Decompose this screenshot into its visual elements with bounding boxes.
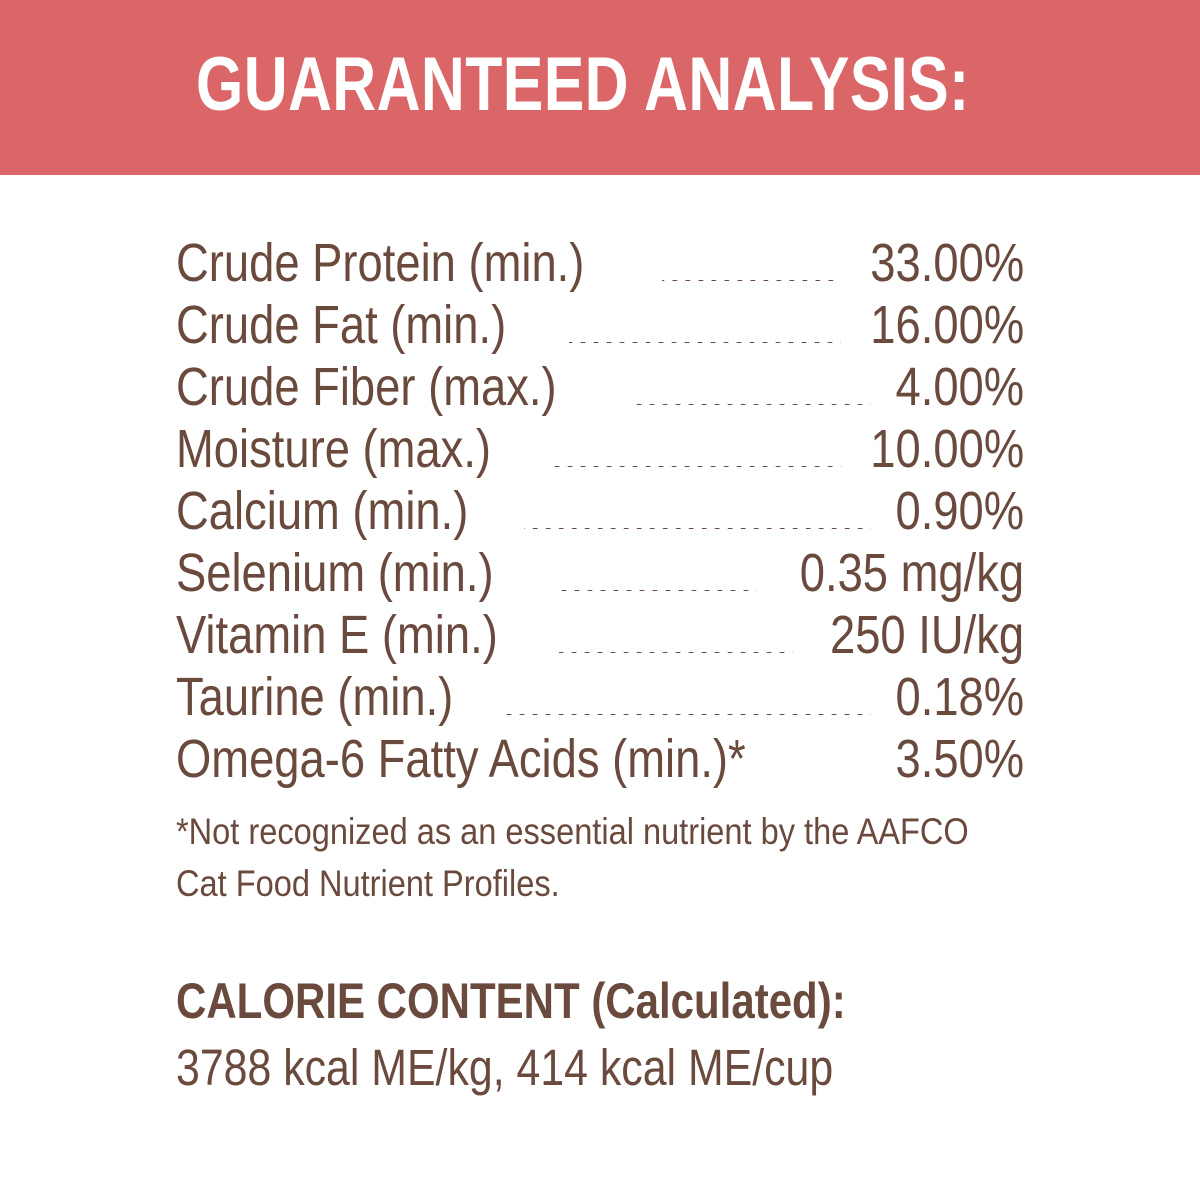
- nutrient-value: 33.00%: [870, 233, 1024, 293]
- footnote: *Not recognized as an essential nutrient…: [176, 806, 1046, 910]
- analysis-row: Taurine (min.) 0.18%: [176, 666, 1024, 728]
- nutrient-label: Taurine (min.): [176, 667, 454, 727]
- guaranteed-analysis-list: Crude Protein (min.) 33.00% Crude Fat (m…: [176, 232, 1024, 790]
- calorie-content-value: 3788 kcal ME/kg, 414 kcal ME/cup: [176, 1039, 834, 1096]
- dot-leader: [569, 342, 841, 343]
- header-band: GUARANTEED ANALYSIS:: [0, 0, 1200, 175]
- nutrient-label: Vitamin E (min.): [176, 605, 498, 665]
- nutrient-value: 0.90%: [895, 481, 1024, 541]
- nutrient-label: Crude Fat (min.): [176, 295, 507, 355]
- page-title: GUARANTEED ANALYSIS:: [196, 42, 970, 127]
- nutrient-label: Crude Fiber (max.): [176, 357, 557, 417]
- analysis-row: Calcium (min.) 0.90%: [176, 480, 1024, 542]
- analysis-row: Omega-6 Fatty Acids (min.)* 3.50%: [176, 728, 1024, 790]
- nutrient-value: 3.50%: [895, 729, 1024, 789]
- nutrient-label: Calcium (min.): [176, 481, 469, 541]
- nutrient-value: 10.00%: [870, 419, 1024, 479]
- dot-leader: [551, 466, 841, 467]
- analysis-row: Moisture (max.) 10.00%: [176, 418, 1024, 480]
- dot-leader: [524, 528, 871, 529]
- analysis-row: Crude Protein (min.) 33.00%: [176, 232, 1024, 294]
- dot-leader: [854, 776, 871, 777]
- nutrient-label: Moisture (max.): [176, 419, 492, 479]
- calorie-content-heading: CALORIE CONTENT (Calculated):: [176, 973, 846, 1029]
- nutrient-value: 250 IU/kg: [829, 605, 1024, 665]
- dot-leader: [559, 652, 793, 653]
- analysis-row: Crude Fat (min.) 16.00%: [176, 294, 1024, 356]
- calorie-content-block: CALORIE CONTENT (Calculated): 3788 kcal …: [176, 972, 1046, 1098]
- nutrient-value: 0.35 mg/kg: [799, 543, 1024, 603]
- dot-leader: [629, 404, 871, 405]
- nutrient-value: 0.18%: [895, 667, 1024, 727]
- dot-leader: [662, 280, 841, 281]
- nutrient-label: Selenium (min.): [176, 543, 494, 603]
- nutrient-value: 4.00%: [895, 357, 1024, 417]
- nutrient-label: Crude Protein (min.): [176, 233, 585, 293]
- nutrient-label: Omega-6 Fatty Acids (min.)*: [176, 729, 746, 789]
- analysis-row: Crude Fiber (max.) 4.00%: [176, 356, 1024, 418]
- dot-leader: [554, 590, 757, 591]
- footnote-line-1: *Not recognized as an essential nutrient…: [176, 811, 969, 852]
- nutrient-value: 16.00%: [870, 295, 1024, 355]
- dot-leader: [506, 714, 871, 715]
- analysis-row: Selenium (min.) 0.35 mg/kg: [176, 542, 1024, 604]
- analysis-row: Vitamin E (min.) 250 IU/kg: [176, 604, 1024, 666]
- footnote-line-2: Cat Food Nutrient Profiles.: [176, 863, 560, 904]
